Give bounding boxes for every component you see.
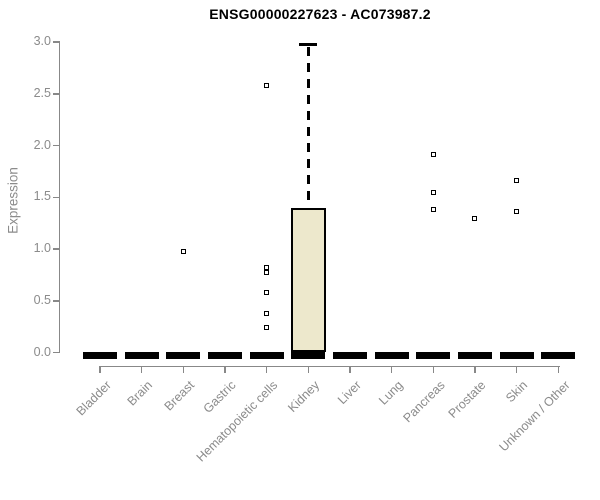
x-tick <box>349 366 351 373</box>
box-iqr <box>290 207 326 353</box>
x-tick-label-text: Unknown / Other <box>495 378 573 455</box>
whisker-cap <box>299 42 318 46</box>
y-tick-label: 0.0 <box>33 344 51 359</box>
y-tick <box>52 144 60 147</box>
median-bar <box>416 351 451 359</box>
median-bar <box>249 351 284 359</box>
y-tick <box>52 196 60 198</box>
outlier-point <box>514 209 520 215</box>
outlier-point <box>430 207 436 213</box>
x-tick <box>182 366 185 373</box>
outlier-point <box>430 152 436 158</box>
y-tick <box>52 300 60 302</box>
outlier-point <box>514 178 520 184</box>
median-bar <box>83 351 117 359</box>
x-tick <box>140 366 143 373</box>
outlier-point <box>264 270 270 276</box>
y-tick <box>52 41 60 43</box>
x-tick <box>474 366 476 373</box>
x-tick <box>307 366 310 373</box>
median-bar <box>374 351 409 359</box>
outlier-point <box>264 325 270 331</box>
x-axis-line <box>99 365 560 368</box>
outlier-point <box>472 216 478 222</box>
x-tick <box>390 366 393 373</box>
y-tick <box>52 351 60 354</box>
y-tick-label: 0.5 <box>33 292 51 307</box>
median-bar <box>291 351 326 359</box>
y-tick <box>52 93 60 95</box>
median-bar <box>457 351 492 359</box>
chart-title: ENSG00000227623 - AC073987.2 <box>209 6 431 22</box>
median-bar <box>499 351 534 359</box>
y-tick-label: 2.5 <box>33 85 51 100</box>
outlier-point <box>430 189 436 195</box>
x-tick <box>557 366 560 373</box>
x-tick <box>224 366 226 373</box>
median-bar <box>541 351 576 359</box>
median-bar <box>207 351 242 359</box>
y-tick-label: 1.5 <box>33 189 51 204</box>
median-bar <box>124 351 159 359</box>
outlier-point <box>264 310 270 316</box>
x-tick <box>265 366 268 373</box>
x-tick <box>515 366 518 373</box>
outlier-point <box>264 82 270 88</box>
outlier-point <box>180 248 186 254</box>
y-tick-label: 3.0 <box>33 34 51 48</box>
outlier-point <box>264 289 270 295</box>
x-tick <box>432 366 435 373</box>
median-bar <box>332 351 367 359</box>
median-bar <box>166 351 201 359</box>
y-tick-label: 1.0 <box>33 241 51 255</box>
upper-whisker <box>307 46 310 207</box>
x-tick-label: Unknown / Other <box>342 376 572 454</box>
x-tick <box>99 366 101 373</box>
outlier-point <box>264 265 270 271</box>
y-tick-label: 2.0 <box>33 137 51 152</box>
y-tick <box>52 248 60 250</box>
